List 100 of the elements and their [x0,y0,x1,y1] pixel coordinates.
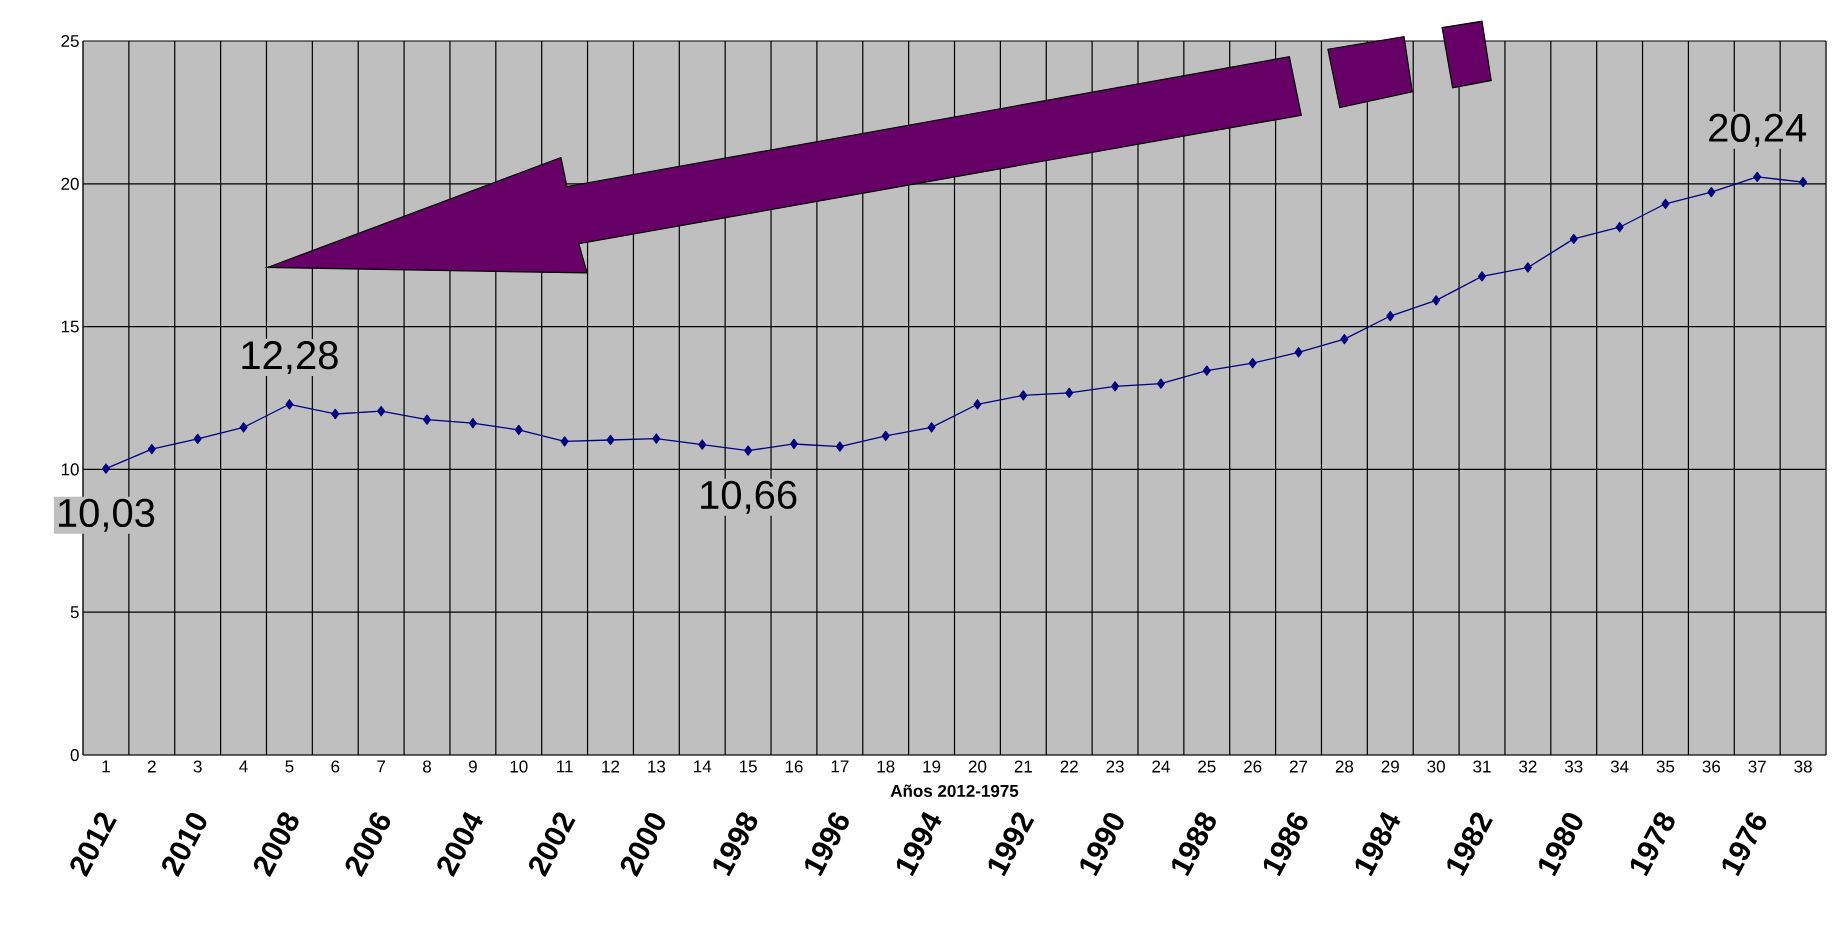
x-tick-label: 28 [1335,760,1354,773]
point [652,433,661,444]
data-label: 10,66 [701,480,797,514]
point [1661,198,1670,209]
text: 2000 [620,812,666,877]
text: 1992 [988,812,1035,877]
x-tick-label: 16 [785,760,803,773]
x-tick-label: 21 [1014,760,1032,773]
y-tick-label: 20 [61,177,79,190]
point [1569,233,1578,245]
x-tick-label: 24 [1152,760,1170,773]
x-tick-label: 6 [331,760,340,773]
text: 2012 [70,812,117,877]
point [1156,378,1165,389]
x-tick-label: 37 [1748,760,1766,773]
y-tick-label: 0 [70,748,79,762]
x-tick-label: 19 [923,760,941,773]
point [1753,171,1762,183]
text: 1996 [805,812,849,877]
point [698,439,707,450]
x-tick-label: 26 [1244,760,1262,773]
point [239,422,248,433]
x-tick-label: 22 [1060,760,1078,773]
point [744,445,753,456]
text: 1988 [1172,812,1216,877]
point [147,443,156,455]
x-tick-label: 9 [468,760,477,773]
point [1111,381,1120,392]
point [835,441,844,452]
x-tick-label: 7 [377,760,386,773]
x-tick-label: 31 [1473,760,1491,773]
x-tick-label: 20 [968,760,987,773]
data-label: 12,28 [242,341,338,375]
text: 1998 [713,812,758,877]
point [606,434,615,446]
point [1065,387,1074,399]
x-axis-title: Años 2012-1975 [890,784,1019,797]
text: 2004 [437,811,483,877]
point [881,430,890,442]
x-tick-label: 2 [147,760,156,773]
point [1432,295,1441,306]
point [927,422,936,433]
x-tick-label: 33 [1564,760,1583,773]
text: 1980 [1539,812,1583,877]
x-tick-label: 5 [285,760,294,773]
y-tick-label: 25 [61,34,79,48]
x-tick-label: 12 [602,760,620,773]
data-label: 20,24 [1709,113,1807,147]
text: 1986 [1263,812,1308,877]
point [1248,358,1257,369]
point [1202,365,1211,376]
x-tick-label: 13 [648,760,666,773]
text: 2010 [162,812,207,877]
x-tick-label: 3 [193,760,202,773]
point [789,438,798,450]
x-tick-label: 27 [1289,760,1308,773]
x-tick-label: 18 [877,760,895,773]
data-label: 10,03 [58,498,155,532]
point [1019,390,1028,401]
point [1523,262,1532,273]
x-tick-label: 1 [102,760,110,773]
point [1477,271,1487,282]
x-tick-label: 8 [423,760,432,773]
x-tick-label: 17 [831,760,849,773]
point [1294,347,1303,358]
text: 1982 [1447,812,1493,877]
x-tick-label: 34 [1610,760,1629,773]
x-tick-label: 15 [739,760,757,773]
x-tick-label: 25 [1198,760,1216,773]
x-tick-label: 23 [1106,760,1124,773]
point [1707,186,1716,198]
point [514,424,523,436]
x-tick-label: 30 [1427,760,1445,773]
x-tick-label: 29 [1381,760,1399,773]
y-tick-label: 15 [61,320,79,333]
x-tick-label: 10 [510,760,528,773]
text: 1990 [1080,812,1124,877]
point [1340,334,1349,345]
text: 2008 [253,812,299,877]
text: 2002 [529,812,576,877]
text: 1976 [1722,812,1767,877]
x-tick-label: 35 [1656,760,1675,773]
text: 1984 [1355,811,1401,877]
y-tick-label: 10 [61,463,79,476]
point [1799,176,1808,188]
x-tick-label: 4 [239,760,248,773]
point [422,414,432,425]
x-tick-label: 11 [557,760,573,773]
point [560,436,569,447]
point [468,417,477,429]
point [1615,222,1624,233]
x-tick-label: 32 [1519,760,1537,773]
x-tick-label: 38 [1794,760,1812,773]
point [101,463,110,474]
point [331,408,340,420]
text: 2006 [345,812,391,877]
point [1386,310,1395,322]
point [285,399,294,410]
point [377,405,386,417]
x-tick-label: 14 [694,760,712,773]
